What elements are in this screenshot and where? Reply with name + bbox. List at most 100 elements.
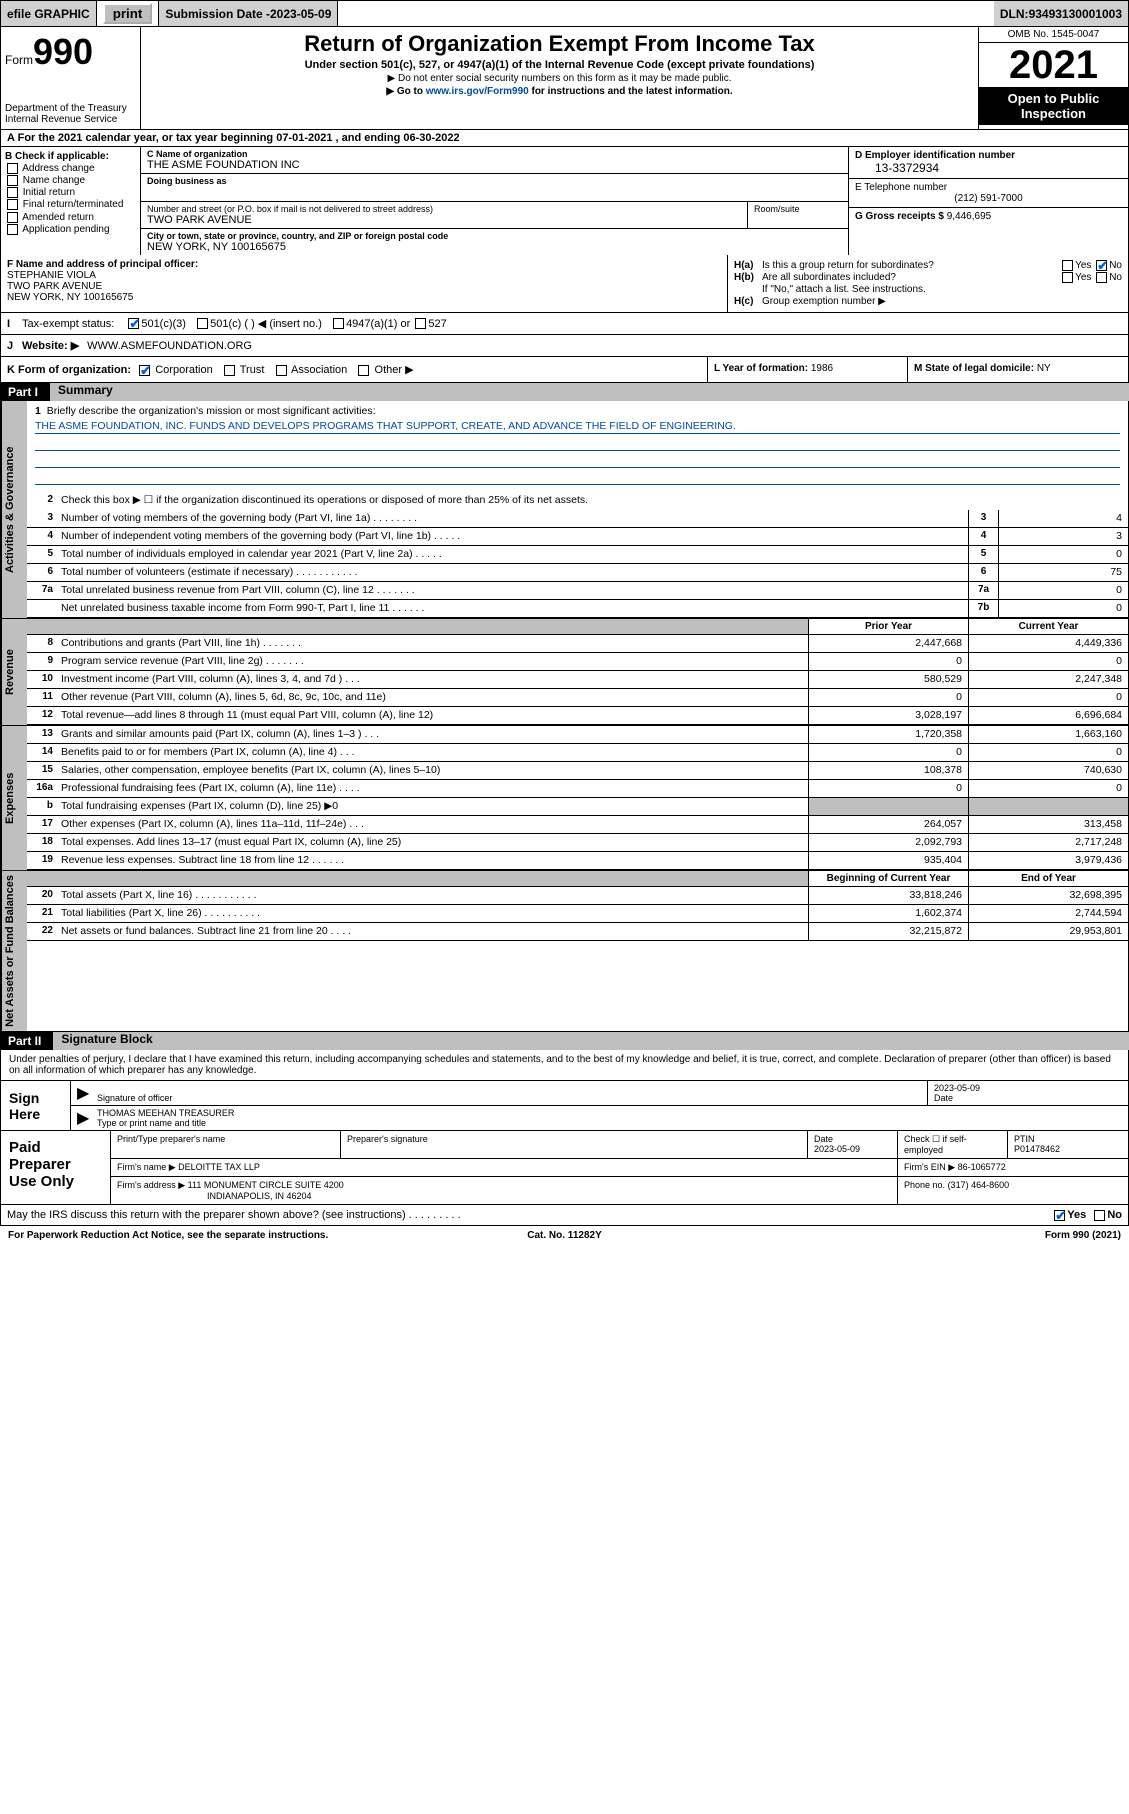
paid-hdr-date: Date2023-05-09 (808, 1131, 898, 1158)
summary-governance: Activities & Governance 1 Briefly descri… (0, 401, 1129, 619)
signature-declaration: Under penalties of perjury, I declare th… (0, 1050, 1129, 1081)
summary-line: 13Grants and similar amounts paid (Part … (27, 726, 1128, 744)
irs-link[interactable]: www.irs.gov/Form990 (426, 86, 529, 97)
footer-mid: Cat. No. 11282Y (379, 1230, 750, 1241)
paid-hdr-name: Print/Type preparer's name (111, 1131, 341, 1158)
org-name-box: C Name of organization THE ASME FOUNDATI… (141, 147, 848, 174)
officer-name: STEPHANIE VIOLA (7, 270, 96, 281)
gross-label: G Gross receipts $ (855, 211, 944, 222)
summary-revenue: Revenue Prior Year Current Year 8Contrib… (0, 619, 1129, 726)
row-j: J Website: ▶ WWW.ASMEFOUNDATION.ORG (0, 335, 1129, 357)
hc-label: H(c) (734, 296, 762, 307)
cb-other[interactable] (358, 365, 369, 376)
room-label: Room/suite (754, 204, 842, 214)
part2-title: Signature Block (53, 1032, 1129, 1050)
paid-firm-row: Firm's name ▶ DELOITTE TAX LLP Firm's EI… (111, 1159, 1128, 1177)
form-title: Return of Organization Exempt From Incom… (149, 31, 970, 57)
officer-street: TWO PARK AVENUE (7, 281, 102, 292)
part1-num: Part I (8, 385, 50, 399)
cb-501c[interactable] (197, 318, 208, 329)
footer-left: For Paperwork Reduction Act Notice, see … (8, 1230, 379, 1241)
sign-arrow-icon: ▶ (71, 1081, 91, 1105)
discuss-no-cb[interactable] (1094, 1210, 1105, 1221)
summary-line: Net unrelated business taxable income fr… (27, 600, 1128, 618)
paid-preparer-block: Paid Preparer Use Only Print/Type prepar… (0, 1131, 1129, 1205)
irs-label: Internal Revenue Service (5, 114, 136, 125)
hb-yn: Yes No (1060, 272, 1122, 283)
cb-527[interactable] (415, 318, 426, 329)
form-number: Form990 (5, 31, 136, 73)
officer-label: F Name and address of principal officer: (7, 259, 198, 270)
paid-preparer-label: Paid Preparer Use Only (1, 1131, 111, 1204)
part2-header: Part II Signature Block (0, 1032, 1129, 1050)
section-m: M State of legal domicile: NY (908, 357, 1128, 382)
cb-name-change[interactable]: Name change (5, 175, 136, 186)
summary-line: 15Salaries, other compensation, employee… (27, 762, 1128, 780)
submission-date: Submission Date - 2023-05-09 (159, 1, 338, 26)
dln: DLN: 93493130001003 (994, 1, 1128, 26)
paid-hdr-sig: Preparer's signature (341, 1131, 808, 1158)
org-name: THE ASME FOUNDATION INC (147, 159, 842, 171)
dept-label: Department of the Treasury (5, 103, 136, 114)
paid-addr-row: Firm's address ▶ 111 MONUMENT CIRCLE SUI… (111, 1177, 1128, 1204)
summary-line: 4Number of independent voting members of… (27, 528, 1128, 546)
side-revenue: Revenue (1, 619, 27, 725)
sign-arrow2-icon: ▶ (71, 1106, 91, 1130)
cb-application-pending[interactable]: Application pending (5, 224, 136, 235)
line-2: Check this box ▶ ☐ if the organization d… (57, 492, 1128, 510)
officer-signature-field: Signature of officer (91, 1081, 928, 1105)
firm-address: Firm's address ▶ 111 MONUMENT CIRCLE SUI… (111, 1177, 898, 1204)
cb-4947[interactable] (333, 318, 344, 329)
city-box: City or town, state or province, country… (141, 229, 848, 255)
tax-year: 2021 (979, 43, 1128, 87)
ha-yn: Yes No (1060, 260, 1122, 271)
section-e: E Telephone number (212) 591-7000 (849, 179, 1128, 208)
mission-text: THE ASME FOUNDATION, INC. FUNDS AND DEVE… (35, 420, 1120, 434)
section-c: C Name of organization THE ASME FOUNDATI… (141, 147, 848, 255)
cb-initial-return[interactable]: Initial return (5, 187, 136, 198)
cb-corp[interactable] (139, 365, 150, 376)
discuss-yes-cb[interactable] (1054, 1210, 1065, 1221)
hb-label: H(b) (734, 272, 762, 283)
cb-address-change[interactable]: Address change (5, 163, 136, 174)
summary-line: 10Investment income (Part VIII, column (… (27, 671, 1128, 689)
dba-label: Doing business as (147, 176, 842, 186)
section-l: L Year of formation: 1986 (708, 357, 908, 382)
line-1: 1 Briefly describe the organization's mi… (27, 401, 1128, 492)
cb-assoc[interactable] (276, 365, 287, 376)
street-box: Number and street (or P.O. box if mail i… (141, 202, 748, 228)
paid-hdr-selfemp: Check ☐ if self-employed (898, 1131, 1008, 1158)
col-end: End of Year (968, 871, 1128, 886)
section-h: H(a)Is this a group return for subordina… (728, 255, 1128, 312)
part2-num: Part II (8, 1034, 53, 1048)
form-org-label: K Form of organization: (7, 364, 131, 376)
room-box: Room/suite (748, 202, 848, 228)
header-left: Form990 Department of the Treasury Inter… (1, 27, 141, 129)
side-governance: Activities & Governance (1, 401, 27, 618)
city-value: NEW YORK, NY 100165675 (147, 241, 842, 253)
cb-501c3[interactable] (128, 318, 139, 329)
row-klm: K Form of organization: Corporation Trus… (0, 357, 1129, 383)
section-b: B Check if applicable: Address change Na… (1, 147, 141, 255)
sign-here-block: Sign Here ▶ Signature of officer 2023-05… (0, 1081, 1129, 1131)
print-button[interactable]: print (103, 3, 153, 24)
cb-amended[interactable]: Amended return (5, 212, 136, 223)
cb-trust[interactable] (224, 365, 235, 376)
street-value: TWO PARK AVENUE (147, 214, 741, 226)
note-ssn: ▶ Do not enter social security numbers o… (149, 73, 970, 84)
section-d: D Employer identification number 13-3372… (849, 147, 1128, 179)
part1-header: Part I Summary (0, 383, 1129, 401)
col-begin: Beginning of Current Year (808, 871, 968, 886)
cb-final-return[interactable]: Final return/terminated (5, 199, 136, 210)
section-b-title: B Check if applicable: (5, 151, 109, 162)
city-label: City or town, state or province, country… (147, 231, 842, 241)
gross-value: 9,446,695 (947, 211, 992, 222)
row-i: I Tax-exempt status: 501(c)(3) 501(c) ( … (0, 313, 1129, 335)
form-header: Form990 Department of the Treasury Inter… (0, 27, 1129, 130)
sign-date-field: 2023-05-09Date (928, 1081, 1128, 1105)
officer-name-field: THOMAS MEEHAN TREASURERType or print nam… (91, 1106, 1128, 1130)
firm-phone: Phone no. (317) 464-8600 (898, 1177, 1128, 1204)
page-footer: For Paperwork Reduction Act Notice, see … (0, 1226, 1129, 1245)
sign-here-label: Sign Here (1, 1081, 71, 1130)
ein-label: D Employer identification number (855, 150, 1122, 161)
